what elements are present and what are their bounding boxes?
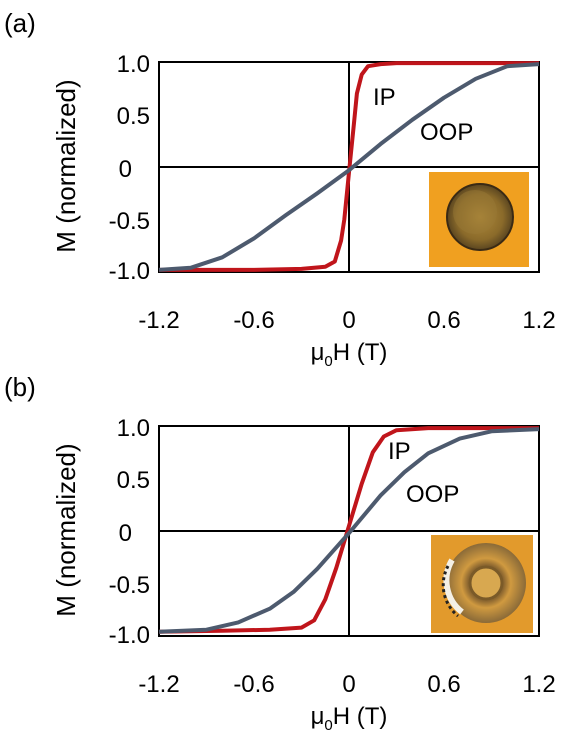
x-tick-label-b-2: -0.6 <box>233 671 274 698</box>
inset-micrograph-b <box>431 535 533 633</box>
inset-micrograph-a <box>429 172 529 267</box>
series-line-oop-b <box>158 427 540 634</box>
series-label-ip-b: IP <box>388 438 411 465</box>
x-tick-label-a-5: 1.2 <box>522 307 555 334</box>
panel-label-b: (b) <box>4 372 36 402</box>
y-tick-label-a-5: -1.0 <box>109 258 150 285</box>
x-axis-label-b: μ0H (T) <box>311 703 388 734</box>
x-tick-label-b-1: -1.2 <box>138 671 179 698</box>
panel-a: (a) M (normalized) 1.0 0.5 0 -0.5 -1.0 -… <box>4 8 556 370</box>
x-tick-label-a-3: 0 <box>342 307 355 334</box>
x-tick-label-a-2: -0.6 <box>233 307 274 334</box>
x-tick-label-b-4: 0.6 <box>427 671 460 698</box>
x-tick-label-b-3: 0 <box>342 671 355 698</box>
y-tick-label-b-3: 0 <box>119 520 132 547</box>
y-axis-label-a: M (normalized) <box>51 79 81 252</box>
y-tick-label-b-4: -0.5 <box>109 572 150 599</box>
panel-label-a: (a) <box>4 8 36 38</box>
series-label-ip-a: IP <box>373 84 396 111</box>
panel-b: (b) M (normalized) 1.0 0.5 0 -0.5 -1.0 -… <box>4 372 556 734</box>
x-tick-label-b-5: 1.2 <box>522 671 555 698</box>
y-tick-label-b-5: -1.0 <box>109 622 150 649</box>
x-tick-label-a-4: 0.6 <box>427 307 460 334</box>
y-tick-label-a-4: -0.5 <box>109 208 150 235</box>
y-axis-label-b: M (normalized) <box>51 443 81 616</box>
x-tick-label-a-1: -1.2 <box>138 307 179 334</box>
y-tick-label-b-2: 0.5 <box>117 467 150 494</box>
y-tick-label-a-1: 1.0 <box>117 51 150 78</box>
series-line-ip-b <box>158 426 539 634</box>
series-line-oop-a <box>158 62 540 272</box>
y-tick-label-b-1: 1.0 <box>117 415 150 442</box>
series-label-oop-b: OOP <box>406 481 459 508</box>
series-line-ip-a <box>159 61 539 272</box>
series-label-oop-a: OOP <box>420 119 473 146</box>
x-axis-label-a: μ0H (T) <box>311 339 388 370</box>
y-tick-label-a-3: 0 <box>119 156 132 183</box>
y-tick-label-a-2: 0.5 <box>117 103 150 130</box>
